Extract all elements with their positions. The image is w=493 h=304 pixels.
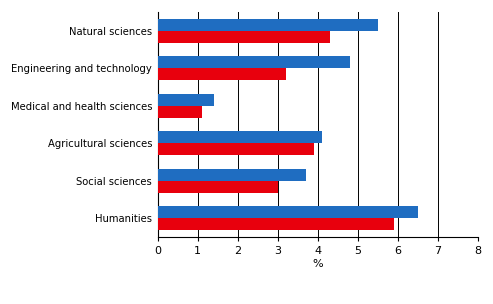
Bar xyxy=(158,31,330,43)
Bar xyxy=(158,106,202,118)
Bar xyxy=(158,131,322,143)
X-axis label: %: % xyxy=(313,259,323,269)
Bar xyxy=(158,68,286,80)
Bar xyxy=(158,57,350,68)
Bar xyxy=(158,94,214,106)
Bar xyxy=(158,206,418,218)
Bar xyxy=(158,19,378,31)
Bar xyxy=(158,181,278,193)
Bar xyxy=(158,169,306,181)
Bar xyxy=(158,218,394,230)
Bar xyxy=(158,143,314,155)
